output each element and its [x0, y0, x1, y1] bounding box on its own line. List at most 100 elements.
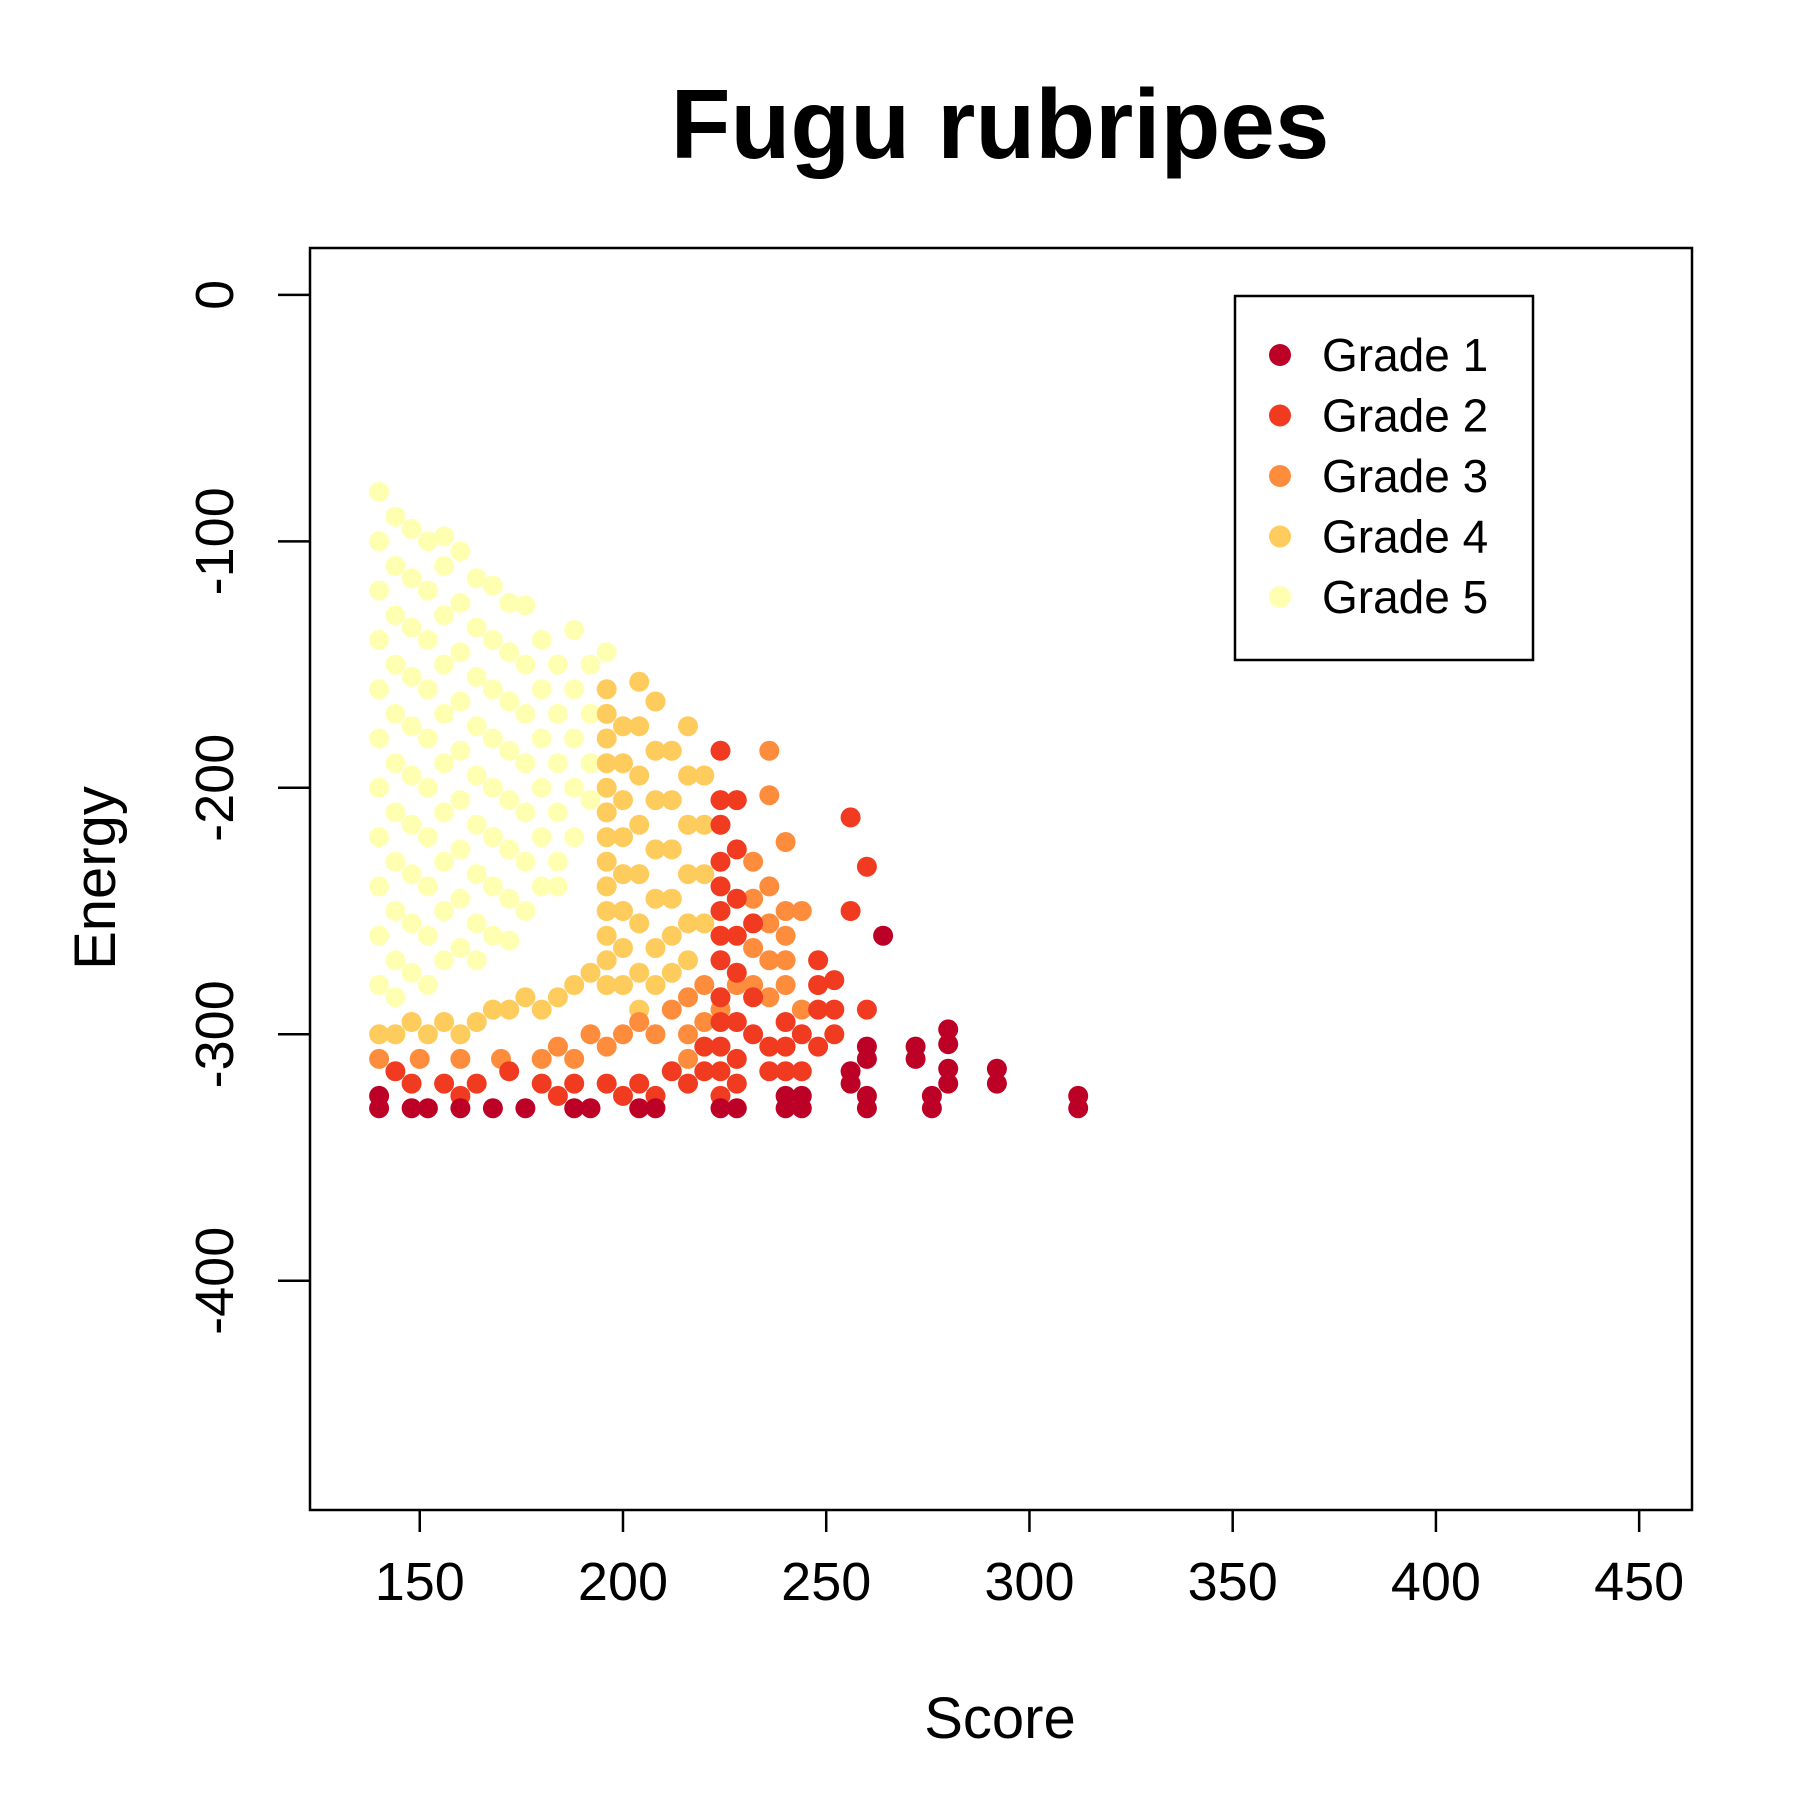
- data-point: [417, 679, 438, 700]
- data-point: [401, 913, 422, 934]
- data-point: [791, 999, 812, 1020]
- data-point: [808, 950, 829, 971]
- data-point: [466, 666, 487, 687]
- data-point: [840, 1073, 861, 1094]
- data-point: [759, 1061, 780, 1082]
- data-point: [596, 753, 617, 774]
- data-point: [629, 716, 650, 737]
- data-point: [417, 925, 438, 946]
- y-tick-label: -100: [185, 487, 245, 595]
- data-point: [661, 888, 682, 909]
- data-point: [580, 703, 601, 724]
- series-1: [369, 925, 1089, 1119]
- series-4: [369, 671, 715, 1045]
- data-point: [385, 506, 406, 527]
- data-point: [710, 1036, 731, 1057]
- data-point: [791, 901, 812, 921]
- data-point: [613, 753, 633, 774]
- data-point: [824, 999, 845, 1020]
- data-point: [515, 654, 536, 675]
- data-point: [450, 839, 471, 860]
- data-point: [531, 728, 552, 749]
- data-point: [417, 975, 438, 995]
- data-point: [710, 814, 731, 835]
- data-point: [824, 970, 845, 991]
- data-point: [710, 1061, 731, 1082]
- data-point: [596, 1073, 617, 1094]
- data-point: [417, 1024, 438, 1045]
- data-point: [678, 814, 698, 835]
- data-point: [678, 716, 698, 737]
- data-point: [369, 679, 390, 700]
- data-point: [743, 913, 764, 934]
- data-point: [450, 1048, 471, 1069]
- x-axis-label: Score: [924, 1686, 1076, 1751]
- legend-label: Grade 4: [1322, 511, 1488, 563]
- data-point: [726, 839, 747, 860]
- data-point: [401, 1012, 422, 1032]
- data-point: [547, 987, 568, 1008]
- data-point: [515, 901, 536, 921]
- data-point: [482, 575, 503, 596]
- data-point: [791, 1024, 812, 1045]
- data-point: [515, 753, 536, 774]
- data-point: [499, 790, 520, 811]
- data-point: [450, 740, 471, 761]
- data-point: [743, 851, 764, 872]
- data-point: [694, 814, 715, 835]
- data-point: [547, 851, 568, 872]
- data-point: [759, 913, 780, 934]
- data-point: [710, 950, 731, 971]
- data-point: [547, 876, 568, 897]
- data-point: [645, 975, 666, 995]
- data-point: [401, 765, 422, 786]
- legend-marker: [1269, 404, 1291, 427]
- data-point: [613, 827, 633, 848]
- data-point: [531, 827, 552, 848]
- data-point: [531, 876, 552, 897]
- data-point: [938, 1034, 959, 1055]
- data-point: [466, 617, 487, 638]
- data-point: [613, 716, 633, 737]
- data-point: [596, 728, 617, 749]
- data-point: [726, 1098, 747, 1119]
- data-point: [385, 950, 406, 971]
- data-point: [726, 925, 747, 946]
- data-point: [678, 765, 698, 786]
- data-point: [710, 987, 731, 1008]
- data-point: [466, 1012, 487, 1032]
- data-point: [775, 1098, 796, 1119]
- data-point: [515, 595, 536, 616]
- data-point: [385, 753, 406, 774]
- data-point: [450, 541, 471, 562]
- data-point: [385, 556, 406, 576]
- data-point: [775, 1036, 796, 1057]
- data-point: [450, 1024, 471, 1045]
- data-point: [564, 777, 585, 798]
- data-point: [385, 703, 406, 724]
- data-point: [385, 802, 406, 823]
- data-point: [629, 962, 650, 983]
- data-point: [694, 913, 715, 934]
- data-point: [434, 802, 455, 823]
- data-point: [531, 999, 552, 1020]
- data-point: [434, 1012, 455, 1032]
- data-point: [466, 765, 487, 786]
- data-point: [613, 901, 633, 921]
- data-point: [596, 1036, 617, 1057]
- data-point: [401, 617, 422, 638]
- data-point: [613, 1024, 633, 1045]
- data-point: [385, 1061, 406, 1082]
- data-point: [759, 950, 780, 971]
- data-point: [613, 975, 633, 995]
- data-point: [629, 671, 650, 692]
- data-point: [450, 592, 471, 613]
- data-point: [369, 728, 390, 749]
- data-point: [726, 1012, 747, 1032]
- data-point: [385, 851, 406, 872]
- y-tick-label: -400: [185, 1227, 245, 1335]
- data-point: [645, 938, 666, 958]
- data-point: [694, 765, 715, 786]
- data-point: [613, 1085, 633, 1106]
- data-point: [482, 728, 503, 749]
